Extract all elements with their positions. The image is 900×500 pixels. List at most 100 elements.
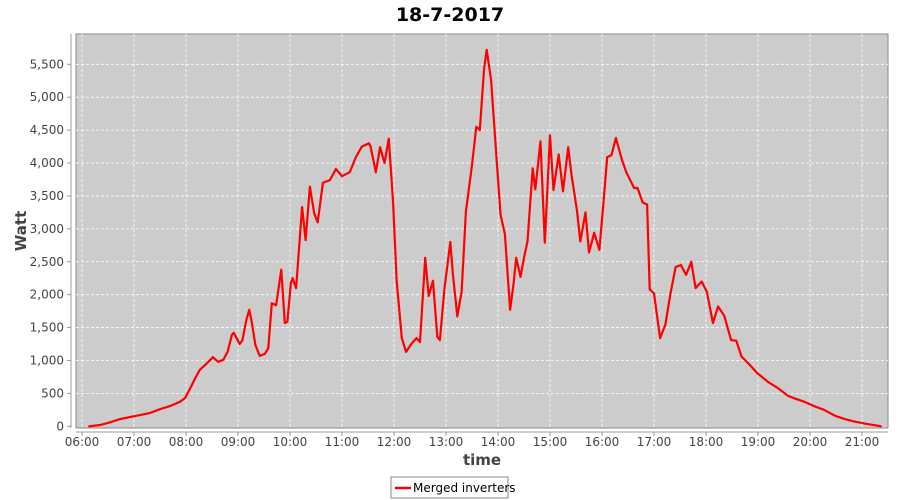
data-point [348, 171, 351, 174]
data-point [99, 424, 102, 426]
data-point [316, 221, 319, 224]
x-tick-label: 11:00 [325, 435, 360, 449]
data-point [602, 198, 605, 201]
y-tick-label: 3,000 [30, 222, 64, 236]
data-point [519, 275, 522, 278]
data-point [452, 273, 454, 276]
x-tick-label: 10:00 [273, 435, 308, 449]
data-point [504, 233, 506, 236]
data-point [432, 279, 434, 282]
x-tick-label: 07:00 [117, 435, 152, 449]
data-point [460, 291, 463, 293]
data-point [523, 256, 525, 259]
data-point [748, 363, 751, 366]
data-point [584, 211, 587, 214]
x-tick-label: 16:00 [585, 435, 620, 449]
data-point [400, 337, 403, 340]
data-point [286, 320, 289, 323]
data-point [490, 79, 492, 81]
x-tick-label: 12:00 [377, 435, 412, 449]
y-tick-label: 1,000 [30, 353, 64, 367]
y-tick-label: 5,000 [30, 90, 64, 104]
series-group [88, 48, 882, 428]
data-point [694, 287, 697, 289]
data-point [641, 201, 644, 204]
data-point [526, 240, 529, 243]
data-point [679, 264, 682, 266]
data-point [598, 249, 601, 251]
x-tick-label: 13:00 [429, 435, 464, 449]
data-point [575, 208, 578, 211]
data-point [756, 372, 759, 374]
data-point [730, 339, 733, 341]
data-point [231, 333, 233, 336]
y-tick-label: 4,000 [30, 156, 64, 170]
data-point [211, 356, 214, 359]
data-point [119, 418, 122, 420]
data-point [475, 125, 478, 128]
data-point [854, 420, 856, 423]
data-point [767, 381, 770, 384]
data-point [483, 68, 486, 70]
data-point [509, 308, 512, 311]
data-point [304, 239, 307, 241]
data-point [289, 281, 292, 284]
y-tick-label: 500 [41, 386, 64, 400]
y-tick-label: 5,500 [30, 57, 64, 71]
legend: Merged inverters [390, 476, 516, 499]
data-point [802, 400, 804, 403]
data-point [633, 187, 635, 189]
data-point [341, 175, 343, 178]
data-point [238, 343, 241, 345]
data-point [439, 339, 441, 341]
y-tick-label: 4,500 [30, 123, 64, 137]
data-point [705, 291, 708, 293]
data-point [436, 335, 439, 338]
data-point [567, 146, 570, 149]
data-point [549, 134, 551, 137]
data-point [625, 171, 628, 174]
data-point [485, 48, 488, 51]
data-point [395, 279, 398, 282]
data-point [169, 404, 172, 407]
data-point [812, 404, 815, 407]
data-point [834, 414, 837, 417]
series-line-0 [88, 48, 882, 428]
data-point [392, 201, 395, 204]
data-point [309, 185, 311, 188]
chart-title: 18-7-2017 [396, 4, 504, 26]
data-point [562, 190, 564, 193]
data-point [427, 295, 430, 297]
data-point [456, 315, 459, 318]
data-point [335, 168, 337, 170]
y-tick-label: 2,500 [30, 255, 64, 269]
y-axis-ticks: 0 500 1,000 1,500 2,000 2,500 3,000 3,500 4,000 4… [30, 57, 71, 433]
data-point [250, 322, 253, 324]
data-point [588, 251, 590, 254]
data-point [712, 322, 714, 324]
data-point [245, 317, 248, 320]
data-point [295, 287, 297, 289]
data-point [690, 260, 693, 263]
data-point [159, 408, 161, 411]
data-point [700, 280, 703, 283]
data-point [232, 331, 235, 334]
data-point [646, 203, 648, 206]
data-point [880, 425, 882, 428]
data-point [543, 241, 546, 244]
data-point [410, 343, 413, 345]
y-tick-label: 1,500 [30, 321, 64, 335]
data-point [387, 137, 390, 140]
data-point [593, 231, 596, 234]
data-point [610, 154, 613, 157]
data-point [369, 145, 372, 148]
data-point [512, 282, 515, 285]
data-point [139, 414, 141, 417]
data-point [669, 292, 672, 295]
data-point [128, 416, 131, 418]
data-point [283, 322, 286, 324]
data-point [328, 179, 331, 182]
data-point [570, 175, 573, 178]
data-point [443, 289, 446, 291]
